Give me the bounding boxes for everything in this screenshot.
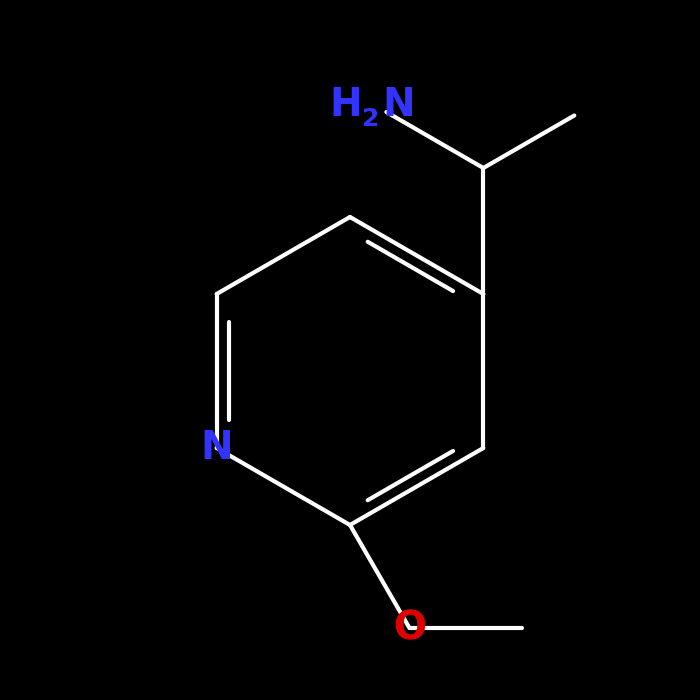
Text: N: N <box>383 86 416 124</box>
Text: N: N <box>200 429 233 467</box>
Text: O: O <box>393 609 426 647</box>
Text: H: H <box>329 86 362 124</box>
Text: 2: 2 <box>362 107 379 131</box>
Text: O: O <box>393 609 426 647</box>
